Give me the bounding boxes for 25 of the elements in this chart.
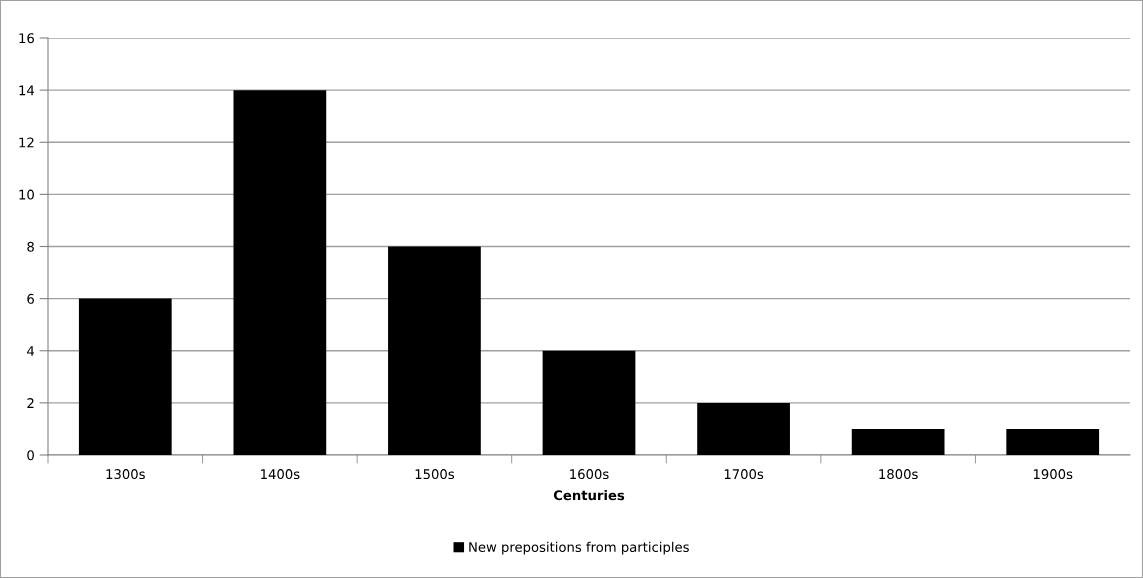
bar bbox=[542, 350, 636, 455]
y-tick-label: 8 bbox=[27, 241, 34, 252]
bar bbox=[388, 246, 481, 455]
x-tick-label: 1700s bbox=[724, 469, 764, 480]
x-tick-label: 1600s bbox=[570, 469, 609, 480]
x-tick-label: 1500s bbox=[415, 469, 455, 480]
y-tick-label: 14 bbox=[19, 85, 35, 96]
bar bbox=[697, 402, 790, 455]
y-tick-label: 4 bbox=[27, 346, 35, 356]
x-tick-label: 1300s bbox=[106, 469, 145, 480]
bar bbox=[1006, 428, 1100, 455]
y-tick-label: 6 bbox=[27, 293, 34, 304]
y-tick-label: 0 bbox=[27, 450, 34, 461]
bar bbox=[851, 428, 945, 455]
x-tick-label: 1800s bbox=[879, 469, 918, 480]
bar bbox=[233, 90, 327, 455]
x-tick-label: 1900s bbox=[1033, 469, 1073, 480]
x-axis-title: Centuries bbox=[553, 489, 625, 501]
y-tick-label: 12 bbox=[19, 137, 34, 148]
y-tick-label: 10 bbox=[19, 189, 34, 200]
y-tick-label: 2 bbox=[27, 398, 34, 408]
x-tick-label: 1400s bbox=[261, 469, 300, 480]
legend-label: New prepositions from participles bbox=[469, 541, 689, 555]
y-tick-label: 16 bbox=[19, 33, 34, 44]
bar bbox=[78, 298, 172, 455]
